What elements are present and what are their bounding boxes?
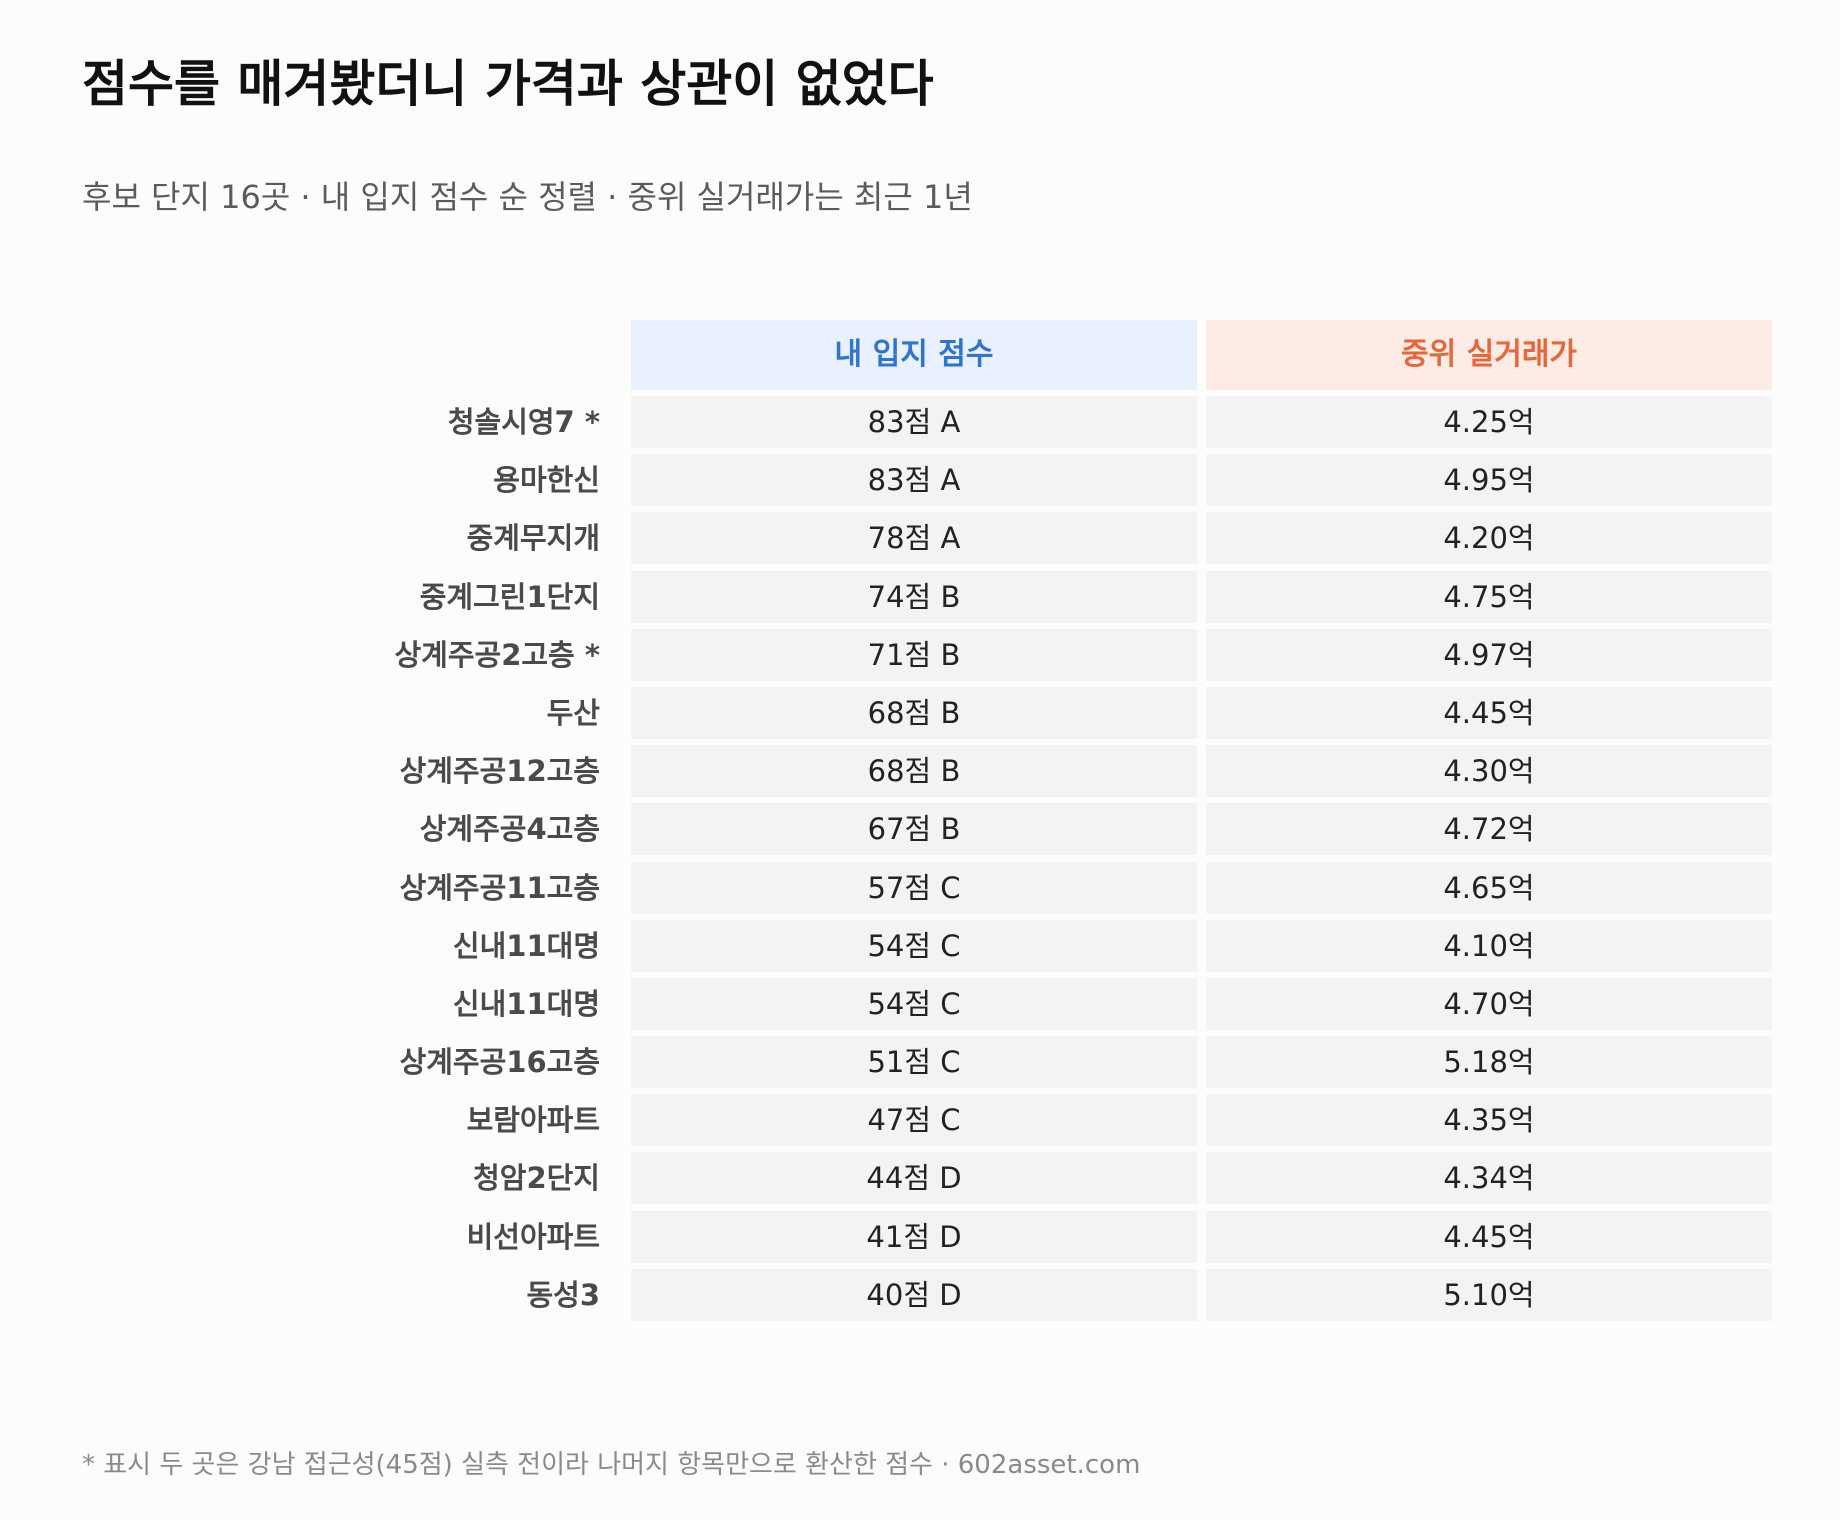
price-cell: 4.72억	[1206, 803, 1772, 856]
price-cell: 4.25억	[1206, 396, 1772, 448]
table-row: 중계그린1단지 74점 B 4.75억	[0, 570, 1840, 623]
complex-name: 보람아파트	[466, 1103, 600, 1138]
complex-name: 상계주공12고층	[399, 754, 600, 789]
table-row: 비선아파트 41점 D 4.45억	[0, 1210, 1840, 1263]
score-cell: 78점 A	[631, 512, 1197, 565]
price-cell: 4.97억	[1206, 628, 1772, 681]
table-row: 청암2단지 44점 D 4.34억	[0, 1152, 1840, 1205]
complex-name: 중계그린1단지	[419, 579, 600, 614]
page-title: 점수를 매겨봤더니 가격과 상관이 없었다	[82, 55, 934, 113]
price-cell: 4.45억	[1206, 686, 1772, 739]
complex-name: 청암2단지	[473, 1161, 600, 1196]
table-row: 상계주공16고층 51점 C 5.18억	[0, 1036, 1840, 1089]
complex-name: 용마한신	[493, 463, 600, 498]
complex-name: 상계주공11고층	[399, 870, 600, 905]
footnote: * 표시 두 곳은 강남 접근성(45점) 실측 전이라 나머지 항목만으로 환…	[82, 1450, 1141, 1480]
table-row: 동성3 40점 D 5.10억	[0, 1268, 1840, 1321]
price-cell: 4.34억	[1206, 1152, 1772, 1205]
score-cell: 68점 B	[631, 745, 1197, 798]
score-cell: 44점 D	[631, 1152, 1197, 1205]
table-row: 보람아파트 47점 C 4.35억	[0, 1094, 1840, 1147]
score-cell: 67점 B	[631, 803, 1197, 856]
table-row: 신내11대명 54점 C 4.70억	[0, 977, 1840, 1030]
table-row: 상계주공12고층 68점 B 4.30억	[0, 745, 1840, 798]
price-cell: 4.35억	[1206, 1094, 1772, 1147]
price-cell: 5.18억	[1206, 1036, 1772, 1089]
column-header-price: 중위 실거래가	[1206, 320, 1772, 390]
price-cell: 4.30억	[1206, 745, 1772, 798]
complex-name: 상계주공4고층	[419, 812, 600, 847]
table-row: 청솔시영7 * 83점 A 4.25억	[0, 396, 1840, 448]
table-row: 두산 68점 B 4.45억	[0, 686, 1840, 739]
price-cell: 4.20억	[1206, 512, 1772, 565]
price-cell: 4.10억	[1206, 919, 1772, 972]
complex-name: 청솔시영7 *	[447, 405, 600, 439]
price-cell: 4.75억	[1206, 570, 1772, 623]
score-cell: 51점 C	[631, 1036, 1197, 1089]
complex-name: 상계주공2고층 *	[394, 637, 600, 672]
table-row: 중계무지개 78점 A 4.20억	[0, 512, 1840, 565]
score-cell: 71점 B	[631, 628, 1197, 681]
price-cell: 5.10억	[1206, 1268, 1772, 1321]
score-cell: 83점 A	[631, 454, 1197, 507]
complex-name: 두산	[546, 695, 600, 730]
table-row: 신내11대명 54점 C 4.10억	[0, 919, 1840, 972]
page-subtitle: 후보 단지 16곳 · 내 입지 점수 순 정렬 · 중위 실거래가는 최근 1…	[82, 178, 973, 216]
table-header-row: 내 입지 점수 중위 실거래가	[0, 320, 1840, 390]
column-header-score: 내 입지 점수	[631, 320, 1197, 390]
complex-name: 신내11대명	[452, 986, 600, 1021]
table-row: 상계주공2고층 * 71점 B 4.97억	[0, 628, 1840, 681]
score-cell: 54점 C	[631, 977, 1197, 1030]
table-row: 용마한신 83점 A 4.95억	[0, 454, 1840, 507]
price-cell: 4.70억	[1206, 977, 1772, 1030]
score-cell: 47점 C	[631, 1094, 1197, 1147]
complex-name: 신내11대명	[452, 928, 600, 963]
price-cell: 4.45억	[1206, 1210, 1772, 1263]
table-row: 상계주공4고층 67점 B 4.72억	[0, 803, 1840, 856]
table-row: 상계주공11고층 57점 C 4.65억	[0, 861, 1840, 914]
score-cell: 40점 D	[631, 1268, 1197, 1321]
score-cell: 74점 B	[631, 570, 1197, 623]
score-cell: 68점 B	[631, 686, 1197, 739]
score-cell: 83점 A	[631, 396, 1197, 448]
complex-name: 상계주공16고층	[399, 1045, 600, 1080]
score-cell: 41점 D	[631, 1210, 1197, 1263]
score-cell: 57점 C	[631, 861, 1197, 914]
score-cell: 54점 C	[631, 919, 1197, 972]
price-cell: 4.65억	[1206, 861, 1772, 914]
price-cell: 4.95억	[1206, 454, 1772, 507]
complex-name: 동성3	[526, 1277, 600, 1312]
complex-name: 중계무지개	[466, 521, 600, 556]
complex-name: 비선아파트	[466, 1219, 600, 1254]
